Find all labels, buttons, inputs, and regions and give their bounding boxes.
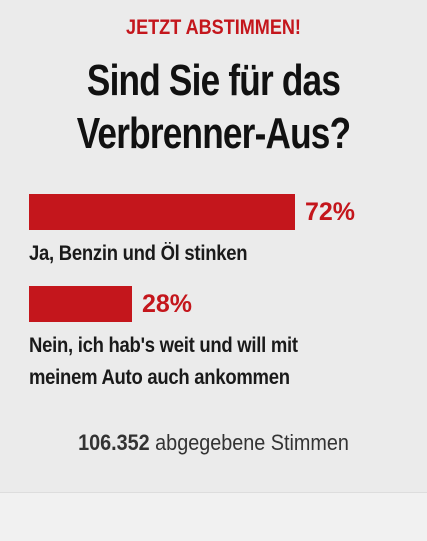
question-line-2: Verbrenner-Aus? — [76, 109, 351, 158]
option-label-no: Nein, ich hab's weit und will mit meinem… — [29, 330, 407, 394]
poll-question: Sind Sie für das Verbrenner-Aus? — [43, 54, 385, 160]
poll-kicker: JETZT ABSTIMMEN! — [126, 16, 301, 39]
footer-strip — [0, 492, 427, 541]
poll-option-yes[interactable]: 72% Ja, Benzin und Öl stinken — [29, 194, 409, 270]
result-bar-yes — [29, 194, 295, 230]
option-label-line-1: Nein, ich hab's weit und will mit — [29, 334, 298, 357]
vote-suffix: abgegebene Stimmen — [155, 430, 349, 455]
percent-no: 28% — [142, 290, 193, 318]
result-bar-row: 72% — [29, 194, 409, 230]
option-label-text: Ja, Benzin und Öl stinken — [29, 242, 248, 265]
question-line-1: Sind Sie für das — [86, 56, 341, 105]
option-label-line-2: meinem Auto auch ankommen — [29, 366, 290, 389]
result-bar-no — [29, 286, 132, 322]
result-bar-row: 28% — [29, 286, 409, 322]
option-label-yes: Ja, Benzin und Öl stinken — [29, 238, 407, 270]
vote-count: 106.352 — [78, 430, 150, 455]
poll-option-no[interactable]: 28% Nein, ich hab's weit und will mit me… — [29, 286, 409, 394]
vote-total: 106.352 abgegebene Stimmen — [21, 430, 405, 456]
percent-yes: 72% — [305, 198, 356, 226]
